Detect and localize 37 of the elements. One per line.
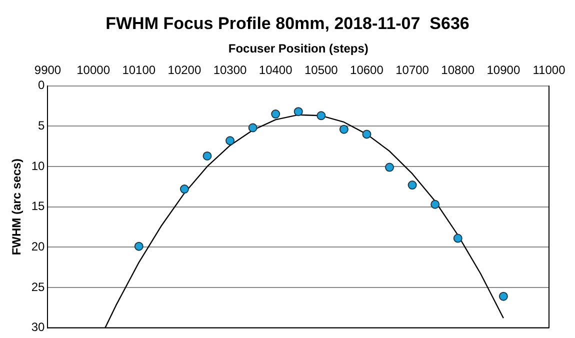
point xyxy=(453,234,462,243)
y-tick-label: 10 xyxy=(31,158,46,173)
y-tick-label: 25 xyxy=(31,280,46,294)
y-tick-label: 0 xyxy=(38,78,46,92)
x-tick-label: 10400 xyxy=(258,62,293,77)
point xyxy=(180,184,189,194)
y-tick-label: 15 xyxy=(31,199,46,214)
x-tick-label: 10500 xyxy=(304,62,338,77)
point xyxy=(430,200,440,209)
x-tick-label: 11000 xyxy=(532,62,566,77)
x-tick-label: 10200 xyxy=(168,62,202,77)
point xyxy=(498,292,508,301)
x-tick-label: 10700 xyxy=(396,62,430,77)
point xyxy=(271,110,280,119)
point xyxy=(134,242,144,251)
point xyxy=(294,107,303,116)
x-tick-label: 10300 xyxy=(213,62,248,77)
point xyxy=(385,162,394,172)
point xyxy=(408,180,417,190)
point xyxy=(226,136,235,146)
y-tick-label: 20 xyxy=(31,239,46,254)
point xyxy=(339,124,348,134)
y-tick-label: 30 xyxy=(31,320,46,334)
point xyxy=(362,130,372,139)
x-tick-label: 10900 xyxy=(486,62,520,77)
y-axis-title: FWHM (arc secs) xyxy=(10,158,24,256)
point xyxy=(316,111,326,120)
x-axis-title: Focuser Position (steps) xyxy=(228,42,368,56)
x-tick-label: 10000 xyxy=(76,62,110,77)
point xyxy=(202,151,212,160)
x-tick-label: 10100 xyxy=(122,62,156,77)
x-tick-label: 9900 xyxy=(34,62,62,77)
x-tick-label: 10600 xyxy=(350,62,384,77)
point xyxy=(248,123,258,132)
x-tick-label: 10800 xyxy=(441,62,475,77)
y-tick-label: 5 xyxy=(38,118,46,132)
chart-title: FWHM Focus Profile 80mm, 2018-11-07 S636 xyxy=(104,14,470,34)
